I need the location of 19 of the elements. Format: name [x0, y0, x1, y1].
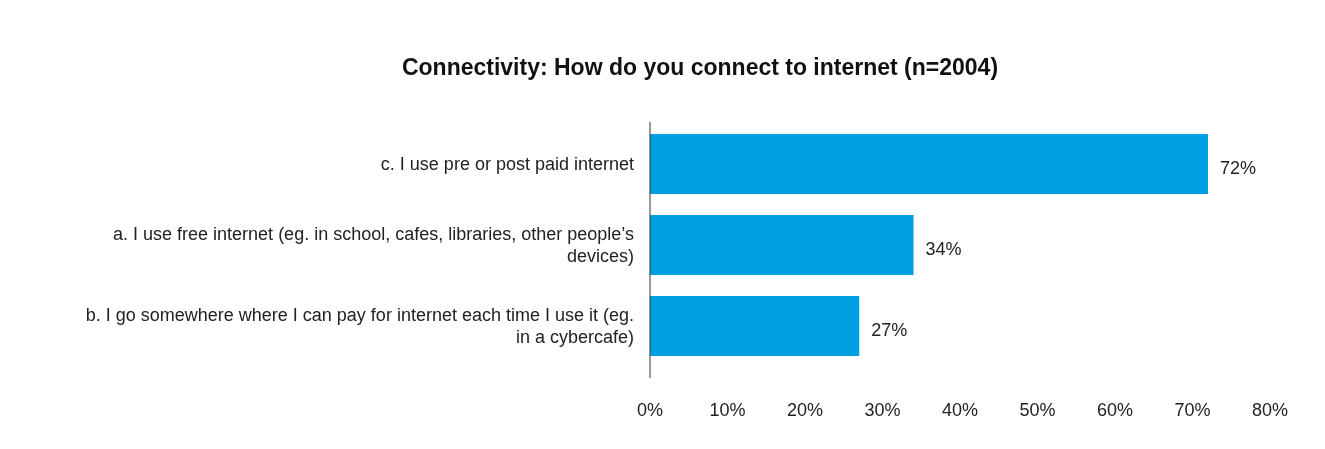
x-tick-label: 30% — [864, 400, 901, 420]
x-tick-label: 40% — [941, 400, 979, 420]
x-tick-label: 20% — [786, 400, 824, 420]
data-label: 27% — [871, 319, 908, 340]
x-tick-label: 80% — [1251, 400, 1289, 420]
chart-title: Connectivity: How do you connect to internet (n=2004) — [401, 54, 999, 80]
data-label: 34% — [925, 239, 962, 259]
x-tick-label: 50% — [1019, 400, 1056, 420]
x-tick-label: 10% — [709, 400, 746, 420]
y-tick-label: a. I use free internet (eg. in school, cafes, libraries, other people’s devices) — [113, 224, 634, 266]
y-tick-label: b. I go somewhere where I can pay for internet each time I use it (eg. in a cybercafe) — [85, 304, 634, 347]
data-label: 72% — [1220, 158, 1257, 179]
y-tick-label: c. I use pre or post paid internet — [380, 154, 634, 175]
bar — [650, 215, 914, 275]
x-tick-label: 70% — [1174, 400, 1211, 420]
x-tick-label: 0% — [636, 400, 664, 420]
bar — [650, 296, 860, 356]
bar — [650, 134, 1208, 194]
x-tick-label: 60% — [1096, 400, 1134, 420]
